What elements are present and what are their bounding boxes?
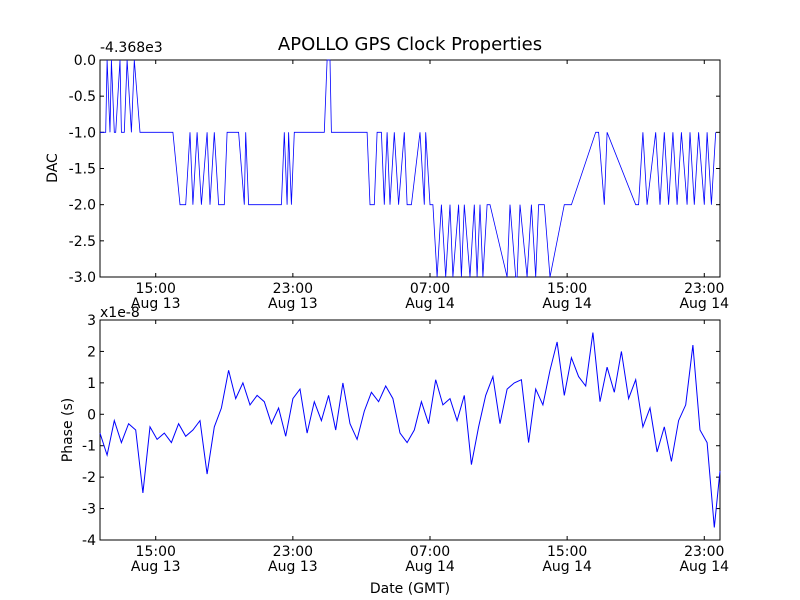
top-y-ticks: 0.0 -0.5 -1.0 -1.5 -2.0 -2.5 -3.0 — [69, 53, 720, 286]
bottom-x-tick-label: 07:00 — [410, 544, 450, 560]
top-x-tick-label: Aug 14 — [405, 296, 455, 312]
bottom-x-tick-label: 23:00 — [273, 544, 313, 560]
bottom-x-tick-label: Aug 13 — [131, 559, 181, 575]
bottom-x-tick-label: Aug 13 — [268, 559, 318, 575]
bottom-x-tick-label: 23:00 — [684, 544, 724, 560]
top-x-tick-label: Aug 14 — [679, 296, 729, 312]
top-x-tick-label: Aug 13 — [131, 296, 181, 312]
top-x-tick-label: Aug 14 — [542, 296, 592, 312]
bottom-series-group — [99, 332, 721, 528]
bottom-y-tick-label: -2 — [82, 470, 96, 486]
bottom-x-tick-label: 15:00 — [136, 544, 176, 560]
figure-title: APOLLO GPS Clock Properties — [278, 34, 542, 55]
top-x-tick-label: Aug 13 — [268, 296, 318, 312]
top-offset-label: -4.368e3 — [100, 40, 163, 56]
top-y-tick-label: -3.0 — [69, 270, 96, 286]
top-x-tick-label: 15:00 — [136, 281, 176, 297]
bottom-offset-label: x1e-8 — [100, 305, 140, 321]
bottom-y-ticks: 3 2 1 0 -1 -2 -3 -4 — [82, 313, 720, 549]
top-x-tick-label: 23:00 — [684, 281, 724, 297]
top-y-tick-label: -2.0 — [69, 198, 96, 214]
top-plot-frame — [99, 59, 721, 278]
bottom-series-line — [99, 332, 721, 528]
bottom-x-tick-label: Aug 14 — [679, 559, 729, 575]
top-x-tick-label: 07:00 — [410, 281, 450, 297]
top-series-line — [100, 59, 717, 278]
bottom-y-tick-label: -3 — [82, 502, 96, 518]
top-y-tick-label: -1.0 — [69, 125, 96, 141]
top-x-tick-label: 23:00 — [273, 281, 313, 297]
top-y-tick-label: 0.0 — [74, 53, 96, 69]
bottom-x-tick-label: Aug 14 — [542, 559, 592, 575]
bottom-y-tick-label: -4 — [82, 533, 96, 549]
bottom-y-tick-label: 0 — [87, 407, 96, 423]
top-y-tick-label: -0.5 — [69, 89, 96, 105]
top-y-tick-label: -2.5 — [69, 234, 96, 250]
bottom-x-tick-label: Aug 14 — [405, 559, 455, 575]
bottom-plot-frame — [99, 319, 721, 541]
bottom-y-tick-label: -1 — [82, 439, 96, 455]
top-series-group — [100, 59, 717, 278]
top-y-axis-label: DAC — [45, 153, 61, 183]
x-axis-label: Date (GMT) — [370, 581, 450, 597]
bottom-y-axis-label: Phase (s) — [60, 398, 76, 462]
bottom-y-tick-label: 2 — [87, 344, 96, 360]
top-y-tick-label: -1.5 — [69, 162, 96, 178]
bottom-y-tick-label: 1 — [87, 376, 96, 392]
bottom-x-tick-label: 15:00 — [547, 544, 587, 560]
top-x-tick-label: 15:00 — [547, 281, 587, 297]
bottom-y-tick-label: 3 — [87, 313, 96, 329]
